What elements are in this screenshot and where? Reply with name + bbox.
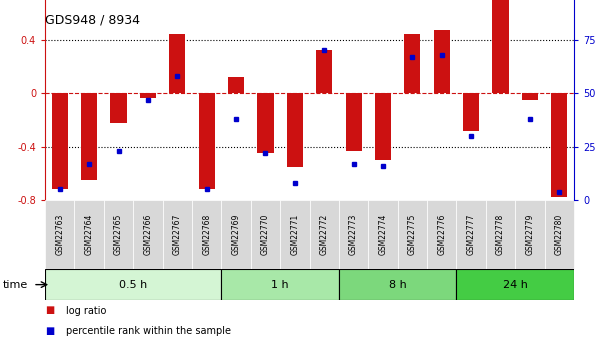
Text: GSM22769: GSM22769 (231, 214, 240, 255)
Bar (339, 269, 456, 300)
Bar (456, 269, 574, 300)
Bar (522, 93, 538, 100)
Text: GSM22767: GSM22767 (173, 214, 182, 255)
Bar (287, 93, 303, 167)
Bar (515, 200, 545, 269)
Bar (251, 200, 280, 269)
Text: 1 h: 1 h (271, 280, 289, 289)
Bar (221, 269, 339, 300)
Text: ■: ■ (45, 306, 54, 315)
Bar (104, 200, 133, 269)
Text: log ratio: log ratio (66, 306, 106, 315)
Bar (316, 50, 332, 93)
Bar (133, 200, 163, 269)
Text: GSM22777: GSM22777 (466, 214, 475, 255)
Bar (221, 200, 251, 269)
Text: GSM22779: GSM22779 (525, 214, 534, 255)
Bar (45, 269, 221, 300)
Bar (111, 93, 127, 122)
Text: GSM22780: GSM22780 (555, 214, 564, 255)
Bar (163, 200, 192, 269)
Text: GSM22778: GSM22778 (496, 214, 505, 255)
Bar (492, 0, 508, 93)
Text: percentile rank within the sample: percentile rank within the sample (66, 326, 231, 336)
Text: GSM22765: GSM22765 (114, 214, 123, 255)
Text: GSM22770: GSM22770 (261, 214, 270, 255)
Bar (81, 93, 97, 180)
Bar (404, 34, 421, 93)
Text: ■: ■ (45, 326, 54, 336)
Bar (545, 200, 574, 269)
Text: GSM22775: GSM22775 (408, 214, 417, 255)
Text: GSM22768: GSM22768 (202, 214, 211, 255)
Bar (375, 93, 391, 160)
Text: GSM22766: GSM22766 (144, 214, 153, 255)
Text: GSM22763: GSM22763 (55, 214, 64, 255)
Bar (75, 200, 104, 269)
Bar (280, 200, 310, 269)
Bar (228, 77, 244, 93)
Bar (257, 93, 273, 153)
Text: 24 h: 24 h (503, 280, 528, 289)
Text: GSM22772: GSM22772 (320, 214, 329, 255)
Bar (192, 200, 221, 269)
Bar (169, 34, 185, 93)
Bar (427, 200, 456, 269)
Text: GSM22774: GSM22774 (379, 214, 388, 255)
Bar (434, 30, 450, 93)
Text: time: time (3, 280, 28, 289)
Bar (463, 93, 479, 130)
Text: 0.5 h: 0.5 h (119, 280, 147, 289)
Bar (346, 93, 362, 151)
Text: GSM22764: GSM22764 (85, 214, 94, 255)
Bar (486, 200, 515, 269)
Bar (368, 200, 398, 269)
Bar (456, 200, 486, 269)
Bar (310, 200, 339, 269)
Text: GSM22773: GSM22773 (349, 214, 358, 255)
Bar (140, 93, 156, 98)
Bar (45, 200, 75, 269)
Bar (52, 93, 68, 189)
Text: 8 h: 8 h (389, 280, 406, 289)
Bar (339, 200, 368, 269)
Text: GDS948 / 8934: GDS948 / 8934 (45, 14, 140, 27)
Bar (198, 93, 215, 189)
Text: GSM22771: GSM22771 (290, 214, 299, 255)
Bar (398, 200, 427, 269)
Bar (551, 93, 567, 197)
Text: GSM22776: GSM22776 (438, 214, 446, 255)
